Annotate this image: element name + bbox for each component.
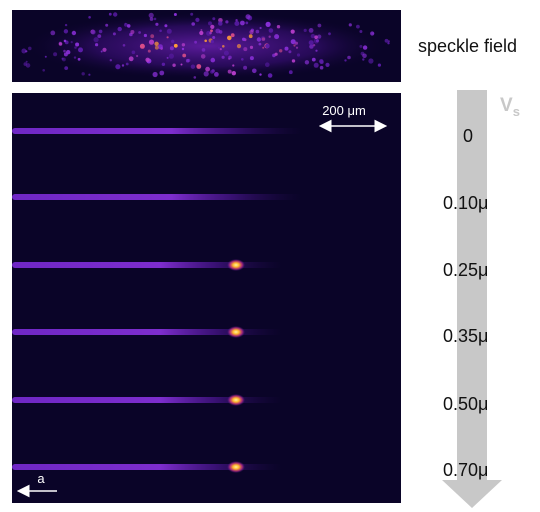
scale-bar: 200 μm <box>318 103 388 133</box>
velocity-value-2: 0.25μ <box>443 260 489 280</box>
scale-bar-label: 200 μm <box>322 103 366 118</box>
velocity-symbol-subscript: s <box>512 103 520 119</box>
acceleration-indicator: a <box>16 471 57 498</box>
velocity-value-0: 0 <box>463 126 474 146</box>
velocity-value-4: 0.50μ <box>443 394 489 414</box>
beam-1 <box>12 194 302 200</box>
beam-image-panel: 200 μm a <box>12 93 401 503</box>
velocity-down-arrow <box>442 90 502 508</box>
velocity-value-5: 0.70μ <box>443 460 489 480</box>
beam-5 <box>12 461 282 473</box>
speckle-field-label: speckle field <box>418 36 518 56</box>
velocity-symbol-main: V <box>500 95 513 116</box>
velocity-value-1: 0.10μ <box>443 193 489 213</box>
acceleration-label: a <box>37 471 45 486</box>
beam-3 <box>12 326 282 338</box>
speckle-grains <box>21 12 390 79</box>
velocity-value-3: 0.35μ <box>443 326 489 346</box>
speckle-field-image <box>12 10 401 82</box>
velocity-symbol: Vs <box>500 95 520 119</box>
beam-2 <box>12 259 282 271</box>
beam-4 <box>12 394 282 406</box>
beam-0 <box>12 128 302 134</box>
